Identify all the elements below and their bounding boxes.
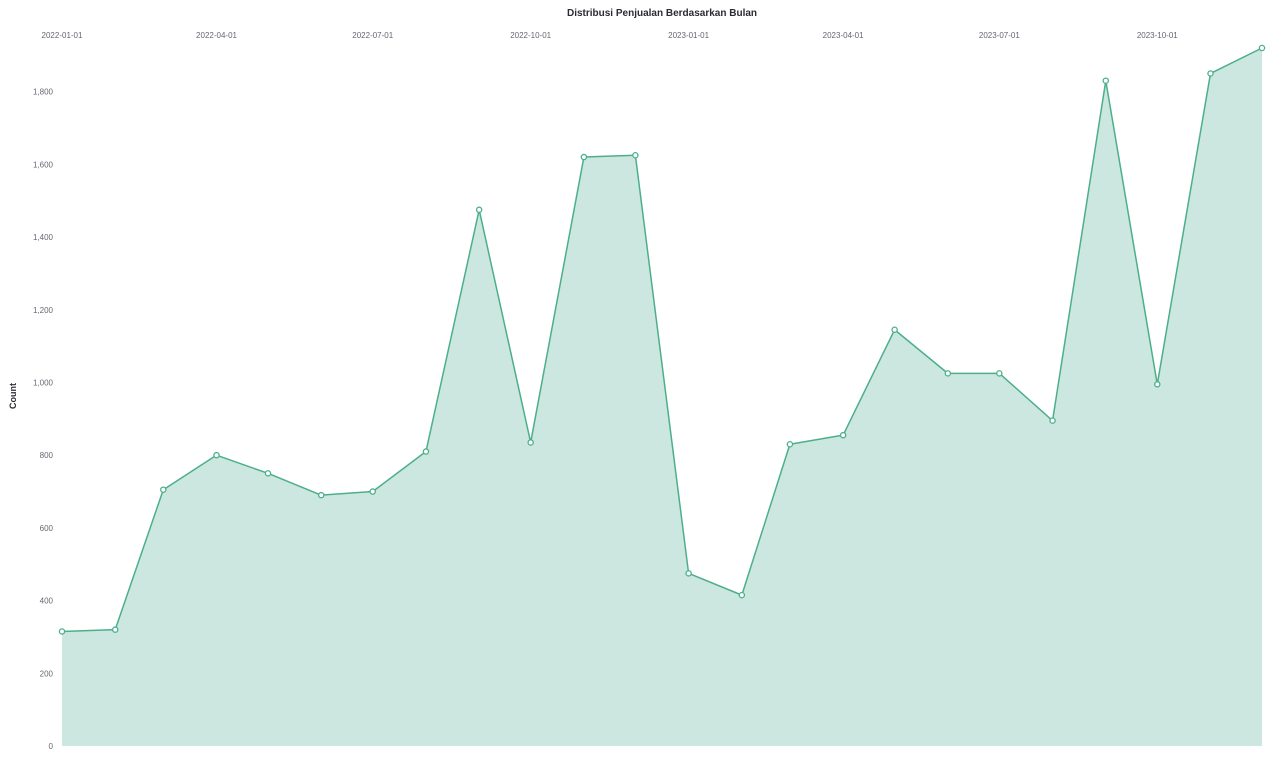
data-point [264, 470, 272, 477]
x-tick-label: 2023-04-01 [823, 31, 864, 40]
x-tick-label: 2022-04-01 [196, 31, 237, 40]
data-point [1102, 77, 1110, 84]
data-point [786, 441, 794, 448]
data-point [944, 370, 952, 377]
y-tick-label: 0 [49, 742, 54, 751]
data-point [632, 151, 639, 159]
chart-title: Distribusi Penjualan Berdasarkan Bulan [567, 8, 757, 19]
data-point [111, 626, 119, 633]
data-point [839, 431, 847, 439]
data-point [1154, 381, 1161, 388]
y-tick-label: 1,000 [33, 378, 54, 387]
data-point [317, 491, 325, 499]
data-point [527, 439, 534, 446]
y-tick-label: 400 [40, 597, 54, 606]
x-tick-label: 2023-01-01 [668, 31, 709, 40]
data-point [58, 628, 66, 635]
data-point [1207, 70, 1214, 77]
x-tick-label: 2023-10-01 [1137, 31, 1178, 40]
data-point [422, 448, 430, 455]
x-tick-label: 2023-07-01 [979, 31, 1020, 40]
y-tick-label: 800 [40, 451, 54, 460]
y-axis-label: Count [8, 383, 18, 409]
data-point [160, 486, 167, 493]
data-point [685, 570, 692, 577]
data-point [213, 451, 220, 459]
y-tick-label: 1,400 [33, 233, 54, 242]
data-point [891, 326, 898, 333]
x-tick-label: 2022-01-01 [42, 31, 83, 40]
plot-area: 0 200 400 600 800 1,000 1,200 1,400 1,600 1,800 20… [33, 31, 1266, 751]
series-line [61, 47, 1263, 633]
data-point [1049, 417, 1056, 424]
y-tick-label: 600 [40, 524, 54, 533]
data-point [738, 591, 746, 599]
data-point [369, 488, 376, 495]
data-point [1258, 44, 1266, 52]
data-point [475, 206, 483, 214]
x-tick-label: 2022-10-01 [510, 31, 551, 40]
y-tick-label: 1,600 [33, 160, 54, 169]
area-fill [62, 48, 1262, 746]
y-tick-label: 200 [40, 669, 54, 678]
y-tick-label: 1,800 [33, 88, 54, 97]
x-tick-label: 2022-07-01 [352, 31, 393, 40]
y-tick-label: 1,200 [33, 306, 54, 315]
data-point [580, 153, 588, 161]
data-point [996, 370, 1003, 377]
